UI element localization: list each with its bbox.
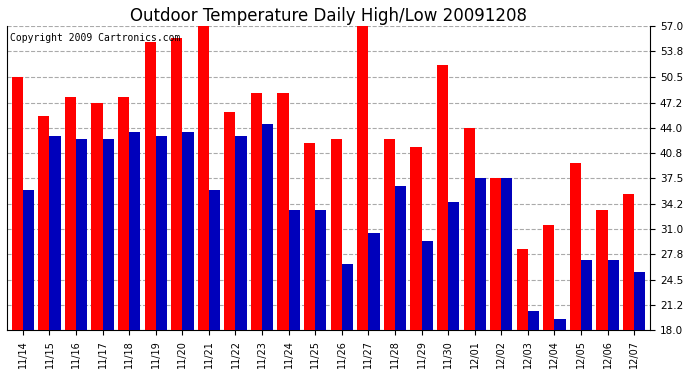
Bar — [118, 97, 129, 330]
Bar — [422, 241, 433, 330]
Bar — [224, 112, 235, 330]
Bar — [581, 260, 592, 330]
Bar — [528, 311, 539, 330]
Title: Outdoor Temperature Daily High/Low 20091208: Outdoor Temperature Daily High/Low 20091… — [130, 7, 527, 25]
Bar — [171, 38, 182, 330]
Bar — [277, 93, 288, 330]
Bar — [517, 249, 528, 330]
Bar — [251, 93, 262, 330]
Text: Copyright 2009 Cartronics.com: Copyright 2009 Cartronics.com — [10, 33, 181, 43]
Bar — [570, 163, 581, 330]
Bar — [145, 42, 156, 330]
Bar — [12, 77, 23, 330]
Bar — [65, 97, 76, 330]
Bar — [608, 260, 619, 330]
Bar — [76, 140, 87, 330]
Bar — [448, 202, 460, 330]
Bar — [384, 140, 395, 330]
Bar — [411, 147, 422, 330]
Bar — [634, 272, 645, 330]
Bar — [596, 210, 608, 330]
Bar — [50, 136, 61, 330]
Bar — [464, 128, 475, 330]
Bar — [368, 233, 380, 330]
Bar — [490, 178, 501, 330]
Bar — [501, 178, 513, 330]
Bar — [262, 124, 273, 330]
Bar — [182, 132, 193, 330]
Bar — [304, 143, 315, 330]
Bar — [92, 103, 103, 330]
Bar — [357, 27, 368, 330]
Bar — [395, 186, 406, 330]
Bar — [209, 190, 220, 330]
Bar — [23, 190, 34, 330]
Bar — [543, 225, 554, 330]
Bar — [437, 66, 448, 330]
Bar — [554, 319, 566, 330]
Bar — [315, 210, 326, 330]
Bar — [198, 27, 209, 330]
Bar — [288, 210, 300, 330]
Bar — [103, 140, 114, 330]
Bar — [342, 264, 353, 330]
Bar — [129, 132, 140, 330]
Bar — [623, 194, 634, 330]
Bar — [39, 116, 50, 330]
Bar — [331, 140, 342, 330]
Bar — [235, 136, 246, 330]
Bar — [156, 136, 167, 330]
Bar — [475, 178, 486, 330]
